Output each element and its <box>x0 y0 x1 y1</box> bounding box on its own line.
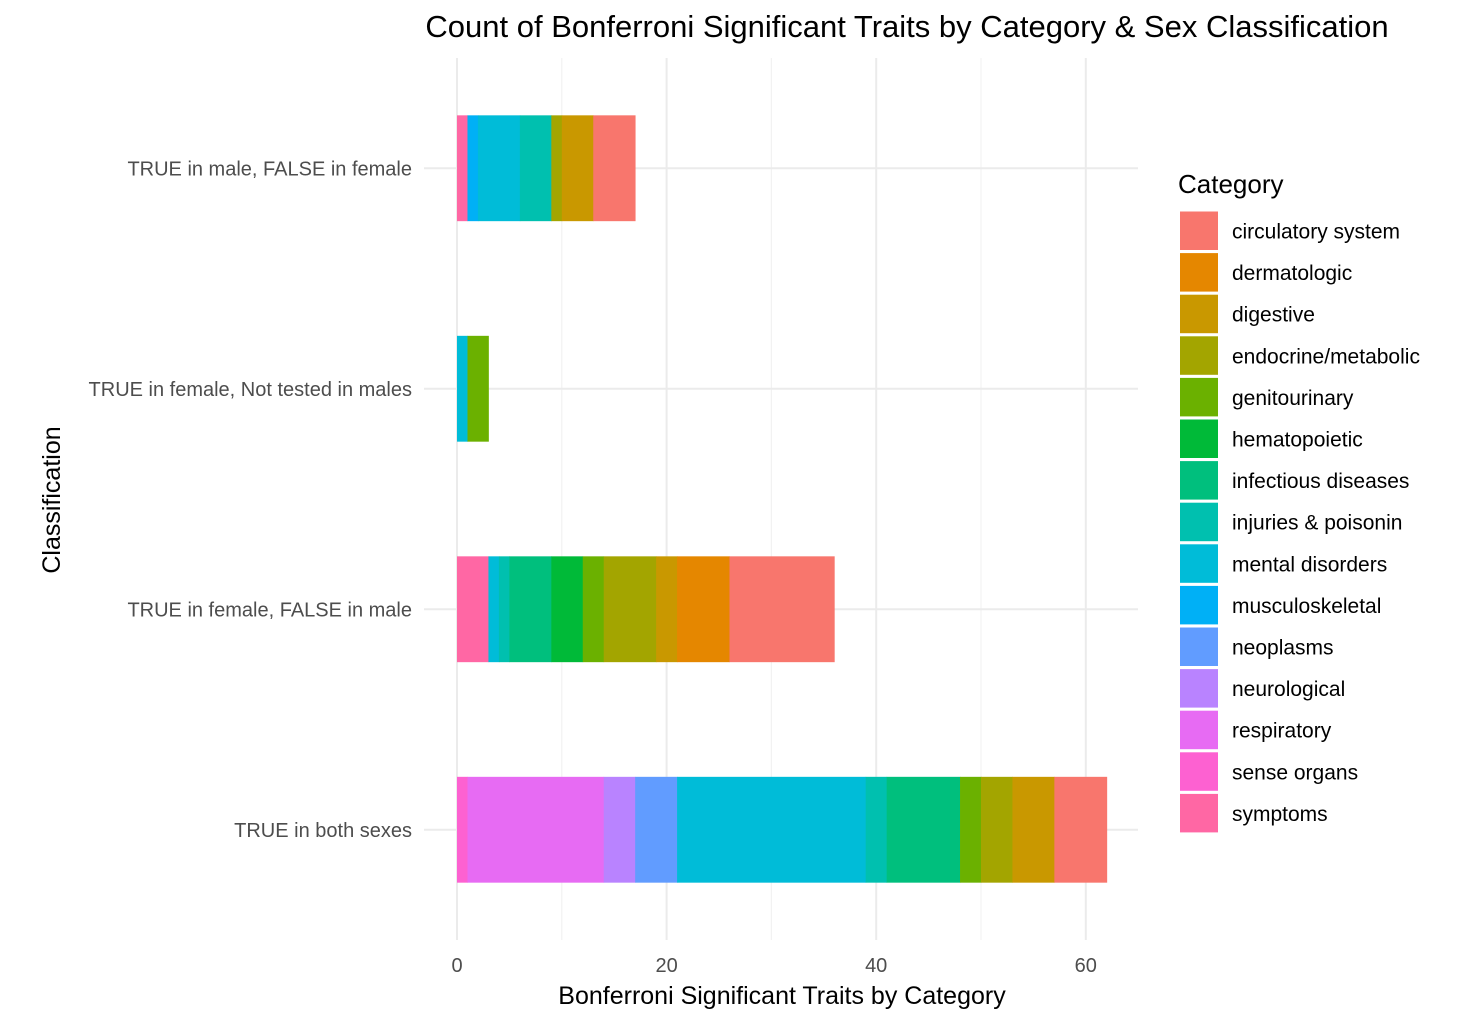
legend-label: infectious diseases <box>1232 470 1409 493</box>
bar-segment-genitourinary <box>467 335 489 442</box>
x-tick-label: 40 <box>865 955 887 977</box>
bar-segment-injuries-poisonin <box>519 115 552 222</box>
legend-swatch <box>1180 419 1218 458</box>
legend-item-hematopoietic: hematopoietic <box>1180 419 1363 458</box>
bar-segment-mental-disorders <box>457 335 468 442</box>
y-tick-label: TRUE in female, Not tested in males <box>89 379 412 401</box>
legend-item-genitourinary: genitourinary <box>1180 377 1354 417</box>
bar-segment-genitourinary <box>960 776 982 883</box>
legend-swatch <box>1180 211 1218 250</box>
bar-segment-sense-organs <box>457 776 468 883</box>
legend-item-mental-disorders: mental disorders <box>1180 544 1387 583</box>
bar-segment-circulatory-system <box>729 556 835 663</box>
legend-label: endocrine/metabolic <box>1232 345 1420 368</box>
legend-label: genitourinary <box>1232 387 1354 410</box>
x-tick-label: 0 <box>451 955 462 977</box>
legend-item-endocrine-metabolic: endocrine/metabolic <box>1180 336 1420 375</box>
legend-item-infectious-diseases: infectious diseases <box>1180 461 1409 500</box>
legend-swatch <box>1180 336 1218 375</box>
legend-swatch <box>1180 627 1218 666</box>
legend-item-neurological: neurological <box>1180 669 1345 708</box>
legend-label: neoplasms <box>1232 637 1334 660</box>
bar-segment-genitourinary <box>582 556 605 663</box>
legend-item-musculoskeletal: musculoskeletal <box>1180 585 1381 625</box>
legend-swatch <box>1180 502 1218 542</box>
bar-segment-mental-disorders <box>477 115 521 222</box>
legend-item-respiratory: respiratory <box>1180 710 1332 750</box>
legend-swatch <box>1180 793 1218 833</box>
legend-item-neoplasms: neoplasms <box>1180 627 1334 666</box>
bar-segment-symptoms <box>457 115 468 222</box>
bar-segment-musculoskeletal <box>467 115 479 222</box>
x-axis-title: Bonferroni Significant Traits by Categor… <box>558 982 1006 1010</box>
bar-segment-neurological <box>603 776 636 883</box>
y-tick-label: TRUE in male, FALSE in female <box>127 158 412 180</box>
legend-item-injuries-poisonin: injuries & poisonin <box>1180 502 1402 542</box>
bar-segment-injuries-poisonin <box>865 776 888 883</box>
legend-swatch <box>1180 585 1218 625</box>
legend: Category circulatory system dermatologic d… <box>1178 169 1420 833</box>
y-axis-title: Classification <box>38 426 66 573</box>
legend-swatch <box>1180 752 1218 791</box>
legend-swatch <box>1180 669 1218 708</box>
bar-segment-mental-disorders <box>488 556 500 663</box>
bar-segment-hematopoietic <box>551 556 584 663</box>
legend-label: mental disorders <box>1232 553 1387 576</box>
bar-segment-digestive <box>656 556 678 663</box>
bar-segment-dermatologic <box>677 556 730 663</box>
x-axis-tick-labels: 0 20 40 60 <box>451 955 1096 977</box>
legend-swatch <box>1180 294 1218 334</box>
legend-swatch <box>1180 710 1218 750</box>
legend-label: musculoskeletal <box>1232 595 1381 618</box>
legend-label: circulatory system <box>1232 221 1400 244</box>
x-tick-label: 20 <box>655 955 677 977</box>
legend-item-symptoms: symptoms <box>1180 793 1328 833</box>
bar-segment-circulatory-system <box>593 115 636 222</box>
legend-label: digestive <box>1232 304 1315 327</box>
y-axis-tick-labels: TRUE in male, FALSE in female TRUE in fem… <box>89 158 412 842</box>
plot-bars <box>457 115 1108 883</box>
bar-segment-infectious-diseases <box>886 776 961 883</box>
legend-label: sense organs <box>1232 761 1358 784</box>
legend-label: symptoms <box>1232 803 1328 826</box>
legend-item-dermatologic: dermatologic <box>1180 253 1352 292</box>
legend-item-circulatory-system: circulatory system <box>1180 211 1400 250</box>
bar-segment-injuries-poisonin <box>498 556 510 663</box>
legend-swatch <box>1180 544 1218 583</box>
bar-segment-infectious-diseases <box>509 556 552 663</box>
bar-segment-neoplasms <box>635 776 678 883</box>
legend-title: Category <box>1178 169 1284 199</box>
legend-item-digestive: digestive <box>1180 294 1315 334</box>
legend-item-sense-organs: sense organs <box>1180 752 1358 791</box>
bar-segment-respiratory <box>467 776 605 883</box>
bar-segment-symptoms <box>457 556 489 663</box>
chart-title: Count of Bonferroni Significant Traits b… <box>425 9 1388 44</box>
bar-segment-digestive <box>1012 776 1055 883</box>
legend-label: dermatologic <box>1232 262 1352 285</box>
legend-swatch <box>1180 377 1218 417</box>
legend-label: hematopoietic <box>1232 429 1363 452</box>
y-tick-label: TRUE in both sexes <box>234 820 412 842</box>
legend-items: circulatory system dermatologic digestive e… <box>1180 211 1420 833</box>
bar-segment-endocrine-metabolic <box>551 115 563 222</box>
y-tick-label: TRUE in female, FALSE in male <box>127 599 412 621</box>
legend-label: neurological <box>1232 678 1345 701</box>
legend-swatch <box>1180 461 1218 500</box>
legend-label: injuries & poisonin <box>1232 512 1402 535</box>
bar-segment-endocrine-metabolic <box>981 776 1013 883</box>
bar-segment-endocrine-metabolic <box>603 556 657 663</box>
legend-swatch <box>1180 253 1218 292</box>
bar-segment-circulatory-system <box>1054 776 1108 883</box>
legend-label: respiratory <box>1232 720 1332 743</box>
bar-segment-mental-disorders <box>677 776 867 883</box>
bar-segment-digestive <box>561 115 594 222</box>
x-tick-label: 60 <box>1075 955 1097 977</box>
